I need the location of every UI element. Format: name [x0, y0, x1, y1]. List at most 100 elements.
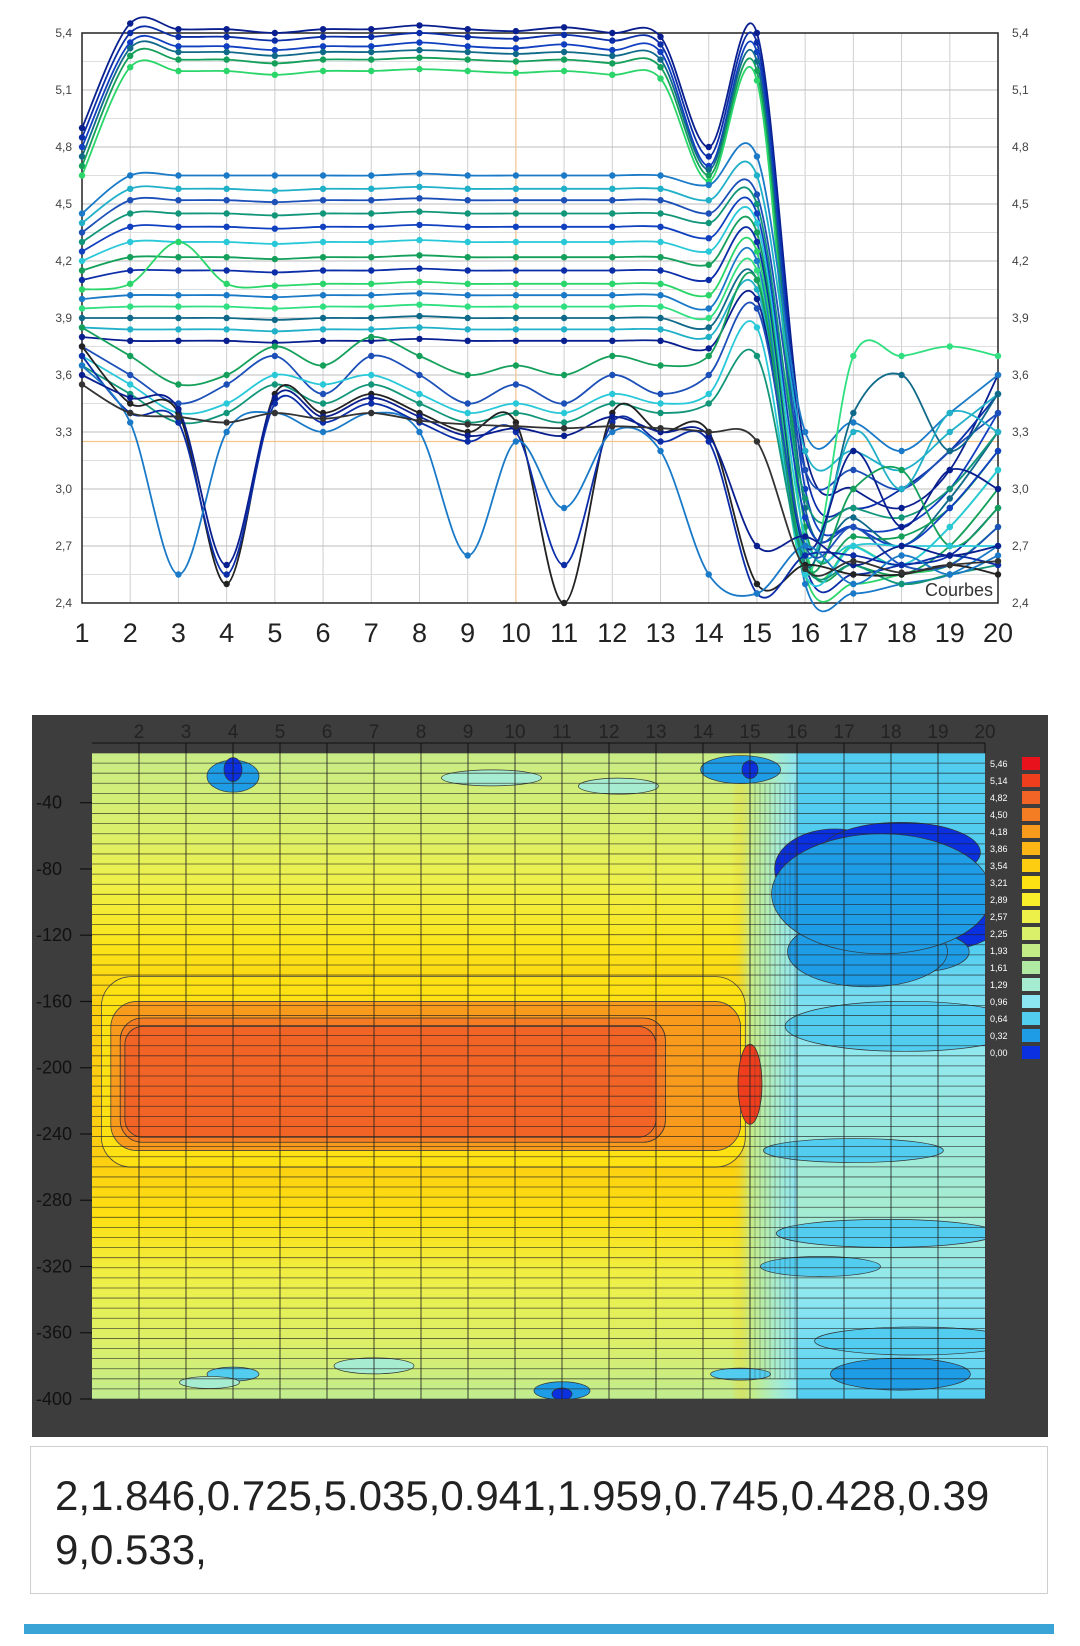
data-point[interactable]: [512, 292, 520, 299]
data-point[interactable]: [657, 400, 664, 407]
data-point[interactable]: [368, 409, 375, 417]
data-point[interactable]: [753, 191, 761, 198]
data-point[interactable]: [657, 33, 664, 40]
data-point[interactable]: [560, 48, 568, 56]
data-point[interactable]: [78, 143, 86, 151]
data-point[interactable]: [271, 282, 279, 289]
data-point[interactable]: [657, 390, 664, 398]
data-point[interactable]: [657, 326, 664, 333]
data-point[interactable]: [560, 409, 568, 417]
data-point[interactable]: [368, 56, 375, 63]
data-point[interactable]: [850, 580, 857, 588]
data-point[interactable]: [464, 26, 471, 33]
data-point[interactable]: [705, 352, 712, 360]
data-point[interactable]: [271, 187, 279, 194]
data-point[interactable]: [609, 352, 616, 360]
data-point[interactable]: [368, 314, 375, 322]
data-point[interactable]: [78, 210, 86, 217]
data-point[interactable]: [175, 303, 182, 310]
data-point[interactable]: [850, 533, 857, 540]
data-point[interactable]: [994, 571, 1002, 578]
data-point[interactable]: [223, 314, 230, 322]
data-point[interactable]: [127, 326, 134, 333]
data-point[interactable]: [416, 301, 423, 308]
series-line[interactable]: [81, 206, 999, 567]
data-point[interactable]: [271, 46, 279, 54]
data-point[interactable]: [609, 303, 616, 310]
data-point[interactable]: [127, 172, 134, 179]
data-point[interactable]: [175, 26, 182, 33]
data-point[interactable]: [560, 419, 568, 426]
data-point[interactable]: [416, 252, 423, 259]
data-point[interactable]: [416, 39, 423, 46]
data-point[interactable]: [850, 485, 857, 493]
data-point[interactable]: [560, 314, 568, 322]
data-point[interactable]: [753, 219, 761, 227]
data-point[interactable]: [464, 223, 471, 230]
data-point[interactable]: [78, 333, 86, 341]
data-point[interactable]: [946, 552, 953, 559]
data-point[interactable]: [753, 248, 761, 255]
data-point[interactable]: [560, 280, 568, 287]
data-point[interactable]: [560, 371, 568, 379]
data-point[interactable]: [753, 438, 761, 445]
data-readout[interactable]: 2,1.846,0.725,5.035,0.941,1.959,0.745,0.…: [30, 1446, 1048, 1594]
data-point[interactable]: [512, 238, 520, 246]
data-point[interactable]: [175, 185, 182, 192]
data-point[interactable]: [223, 303, 230, 310]
data-point[interactable]: [994, 485, 1002, 493]
data-point[interactable]: [319, 26, 327, 33]
data-point[interactable]: [850, 419, 857, 426]
data-point[interactable]: [560, 238, 568, 246]
data-point[interactable]: [560, 561, 568, 569]
data-point[interactable]: [464, 33, 471, 40]
data-point[interactable]: [464, 371, 471, 379]
data-point[interactable]: [416, 29, 423, 37]
data-point[interactable]: [705, 276, 712, 284]
data-point[interactable]: [753, 67, 761, 75]
data-point[interactable]: [705, 248, 712, 255]
data-point[interactable]: [223, 223, 230, 230]
data-point[interactable]: [223, 56, 230, 63]
data-point[interactable]: [319, 254, 327, 261]
data-point[interactable]: [657, 185, 664, 192]
data-point[interactable]: [560, 223, 568, 230]
data-point[interactable]: [609, 337, 616, 344]
data-point[interactable]: [319, 303, 327, 310]
data-point[interactable]: [127, 238, 134, 246]
data-point[interactable]: [994, 428, 1002, 436]
data-point[interactable]: [78, 305, 86, 312]
data-point[interactable]: [512, 267, 520, 274]
data-point[interactable]: [127, 197, 134, 204]
data-point[interactable]: [512, 438, 520, 445]
data-point[interactable]: [464, 292, 471, 299]
data-point[interactable]: [175, 571, 182, 578]
data-point[interactable]: [512, 185, 520, 192]
data-point[interactable]: [464, 421, 471, 428]
data-point[interactable]: [368, 185, 375, 192]
data-point[interactable]: [850, 466, 857, 474]
data-point[interactable]: [78, 381, 86, 388]
data-point[interactable]: [801, 447, 809, 455]
data-point[interactable]: [753, 580, 761, 588]
data-point[interactable]: [223, 67, 230, 75]
data-point[interactable]: [657, 438, 664, 445]
data-point[interactable]: [705, 197, 712, 204]
data-point[interactable]: [609, 210, 616, 217]
data-point[interactable]: [78, 295, 86, 303]
data-point[interactable]: [175, 413, 182, 420]
data-point[interactable]: [416, 428, 423, 436]
data-point[interactable]: [850, 590, 857, 597]
data-point[interactable]: [705, 571, 712, 578]
data-point[interactable]: [560, 599, 568, 607]
data-point[interactable]: [850, 409, 857, 417]
series-11[interactable]: [78, 196, 1002, 550]
data-point[interactable]: [175, 33, 182, 40]
data-point[interactable]: [368, 333, 375, 341]
data-point[interactable]: [464, 280, 471, 287]
data-point[interactable]: [271, 52, 279, 59]
data-point[interactable]: [368, 238, 375, 246]
data-point[interactable]: [223, 48, 230, 56]
data-point[interactable]: [753, 77, 761, 84]
data-point[interactable]: [368, 326, 375, 333]
